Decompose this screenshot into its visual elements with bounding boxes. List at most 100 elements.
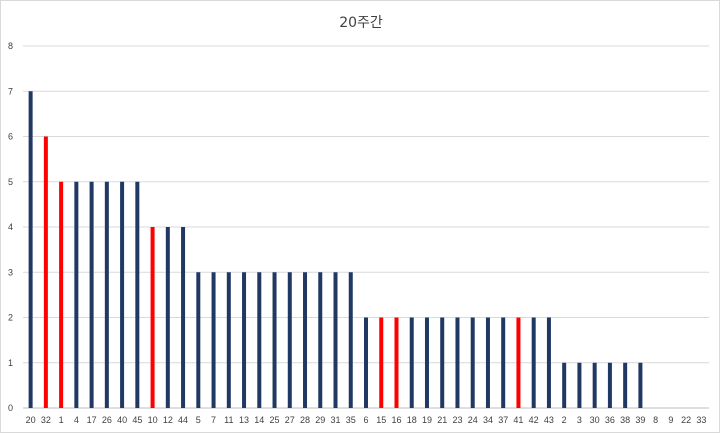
x-tick-label: 35 (346, 415, 356, 425)
x-tick-label: 39 (635, 415, 645, 425)
chart-title: 20주간 (339, 15, 383, 31)
bar-2 (562, 362, 567, 408)
y-tick-label: 7 (8, 86, 13, 96)
x-tick-label: 30 (590, 415, 600, 425)
x-tick-label: 24 (468, 415, 478, 425)
bar-6 (364, 317, 368, 408)
x-tick-label: 22 (681, 415, 691, 425)
bar-30 (592, 362, 597, 408)
x-tick-label: 5 (196, 415, 201, 425)
bar-20 (28, 91, 33, 408)
y-tick-label: 1 (8, 358, 13, 368)
bar-40 (120, 181, 125, 408)
bar-37 (501, 317, 506, 408)
bar-45 (135, 181, 140, 408)
x-tick-label: 8 (653, 415, 658, 425)
x-tick-label: 13 (239, 415, 249, 425)
x-tick-label: 7 (211, 415, 216, 425)
bar-3 (577, 362, 582, 408)
x-tick-label: 33 (696, 415, 706, 425)
bar-4 (74, 181, 79, 408)
x-tick-label: 25 (270, 415, 280, 425)
x-tick-label: 17 (87, 415, 97, 425)
x-tick-label: 42 (529, 415, 539, 425)
bar-16 (394, 317, 399, 408)
y-axis-ticks: 0 1 2 3 4 5 6 7 8 (8, 41, 13, 413)
x-tick-label: 3 (577, 415, 582, 425)
x-tick-label: 31 (331, 415, 341, 425)
x-tick-label: 12 (163, 415, 173, 425)
x-tick-label: 32 (41, 415, 51, 425)
bar-38 (623, 362, 628, 408)
x-tick-label: 37 (498, 415, 508, 425)
x-tick-label: 41 (513, 415, 523, 425)
y-tick-label: 0 (8, 403, 13, 413)
bar-42 (531, 317, 536, 408)
x-tick-label: 38 (620, 415, 630, 425)
x-tick-label: 23 (452, 415, 462, 425)
bar-24 (470, 317, 475, 408)
x-axis-ticks: 20 32 1 4 17 26 40 45 10 12 44 5 7 11 13 14 25 27 28 29 31 35… (26, 415, 707, 425)
x-tick-label: 20 (26, 415, 36, 425)
x-tick-label: 28 (300, 415, 310, 425)
bar-12 (165, 227, 170, 408)
y-tick-label: 8 (8, 41, 13, 51)
y-tick-label: 6 (8, 132, 13, 142)
bar-21 (440, 317, 445, 408)
bar-13 (242, 272, 247, 408)
bar-18 (409, 317, 414, 408)
x-tick-label: 40 (117, 415, 127, 425)
bar-36 (607, 362, 612, 408)
bar-43 (546, 317, 551, 408)
x-tick-label: 21 (437, 415, 447, 425)
bar-29 (318, 272, 323, 408)
x-tick-label: 16 (391, 415, 401, 425)
x-tick-label: 44 (178, 415, 188, 425)
y-tick-label: 4 (8, 222, 13, 232)
bar-14 (257, 272, 262, 408)
x-tick-label: 14 (254, 415, 264, 425)
bar-26 (104, 181, 109, 408)
x-tick-label: 27 (285, 415, 295, 425)
bar-5 (196, 272, 201, 408)
bar-1 (59, 181, 64, 408)
bar-39 (638, 362, 643, 408)
bar-23 (455, 317, 460, 408)
x-tick-label: 29 (315, 415, 325, 425)
y-tick-label: 2 (8, 313, 13, 323)
x-tick-label: 45 (132, 415, 142, 425)
x-tick-label: 4 (74, 415, 79, 425)
x-tick-label: 19 (422, 415, 432, 425)
bar-31 (333, 272, 338, 408)
x-tick-label: 36 (605, 415, 615, 425)
bar-41 (516, 317, 521, 408)
x-tick-label: 6 (363, 415, 368, 425)
x-tick-label: 18 (407, 415, 417, 425)
bar-15 (379, 317, 384, 408)
x-tick-label: 2 (562, 415, 567, 425)
bar-11 (226, 272, 231, 408)
y-tick-label: 3 (8, 267, 13, 277)
bar-10 (150, 227, 155, 408)
bar-25 (272, 272, 277, 408)
bar-7 (211, 272, 216, 408)
y-tick-label: 5 (8, 177, 13, 187)
x-tick-label: 10 (148, 415, 158, 425)
bars (28, 91, 643, 408)
bar-28 (303, 272, 308, 408)
bar-35 (348, 272, 353, 408)
bar-32 (43, 136, 48, 408)
bar-19 (424, 317, 429, 408)
x-tick-label: 26 (102, 415, 112, 425)
x-tick-label: 9 (668, 415, 673, 425)
x-tick-label: 34 (483, 415, 493, 425)
x-tick-label: 1 (59, 415, 64, 425)
bar-27 (287, 272, 292, 408)
bar-17 (89, 181, 94, 408)
x-tick-label: 11 (224, 415, 233, 425)
x-tick-label: 43 (544, 415, 554, 425)
x-tick-label: 15 (376, 415, 386, 425)
bar-34 (485, 317, 490, 408)
